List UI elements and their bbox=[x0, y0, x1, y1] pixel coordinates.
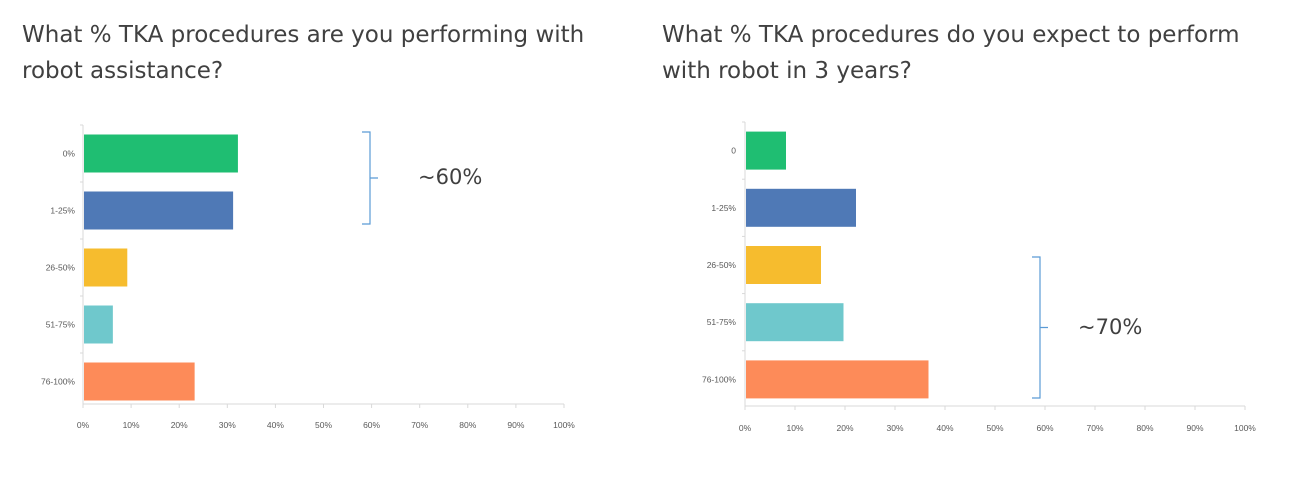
x-tick-label: 10% bbox=[123, 420, 140, 430]
x-tick-label: 80% bbox=[459, 420, 476, 430]
chart-title-right: What % TKA procedures do you expect to p… bbox=[662, 22, 1240, 84]
x-tick-label: 10% bbox=[786, 423, 803, 433]
x-tick-label: 60% bbox=[1036, 423, 1053, 433]
y-category-label: 26-50% bbox=[707, 260, 737, 270]
x-tick-label: 50% bbox=[986, 423, 1003, 433]
x-tick-label: 70% bbox=[1086, 423, 1103, 433]
x-tick-label: 60% bbox=[363, 420, 380, 430]
bar bbox=[84, 305, 113, 344]
x-tick-label: 0% bbox=[77, 420, 90, 430]
bar bbox=[746, 188, 856, 227]
y-category-label: 76-100% bbox=[41, 377, 75, 387]
y-category-label: 0 bbox=[731, 146, 736, 156]
x-tick-label: 90% bbox=[507, 420, 524, 430]
x-tick-label: 50% bbox=[315, 420, 332, 430]
y-category-label: 1-25% bbox=[50, 206, 75, 216]
annotation-label: ~60% bbox=[418, 165, 482, 189]
y-category-label: 51-75% bbox=[46, 320, 76, 330]
y-category-label: 26-50% bbox=[46, 263, 76, 273]
annotation-label: ~70% bbox=[1078, 315, 1142, 339]
bar bbox=[84, 134, 238, 173]
x-tick-label: 40% bbox=[936, 423, 953, 433]
bar bbox=[84, 362, 195, 401]
x-tick-label: 70% bbox=[411, 420, 428, 430]
y-category-label: 0% bbox=[63, 149, 76, 159]
chart-title-left: What % TKA procedures are you performing… bbox=[22, 22, 585, 84]
x-tick-label: 80% bbox=[1136, 423, 1153, 433]
x-tick-label: 0% bbox=[739, 423, 752, 433]
x-tick-label: 40% bbox=[267, 420, 284, 430]
x-tick-label: 100% bbox=[1234, 423, 1256, 433]
bar bbox=[746, 246, 821, 284]
y-category-label: 76-100% bbox=[702, 374, 736, 384]
bar bbox=[84, 248, 128, 287]
annotation-bracket bbox=[1032, 256, 1048, 399]
bar bbox=[746, 131, 786, 170]
x-tick-label: 30% bbox=[886, 423, 903, 433]
x-tick-label: 30% bbox=[219, 420, 236, 430]
annotation-bracket bbox=[362, 131, 378, 225]
bar bbox=[746, 303, 844, 342]
bar bbox=[746, 360, 929, 399]
bar-chart-current-robot-use: 0% 10% 20% 30% 40% 50% 60% 70% 80% 90% 100% 0% 1-25%… bbox=[41, 124, 575, 430]
x-tick-label: 100% bbox=[553, 420, 575, 430]
y-category-label: 1-25% bbox=[711, 203, 736, 213]
bar bbox=[84, 191, 234, 230]
x-tick-label: 20% bbox=[171, 420, 188, 430]
y-category-label: 51-75% bbox=[707, 317, 737, 327]
x-tick-label: 20% bbox=[836, 423, 853, 433]
x-tick-label: 90% bbox=[1186, 423, 1203, 433]
